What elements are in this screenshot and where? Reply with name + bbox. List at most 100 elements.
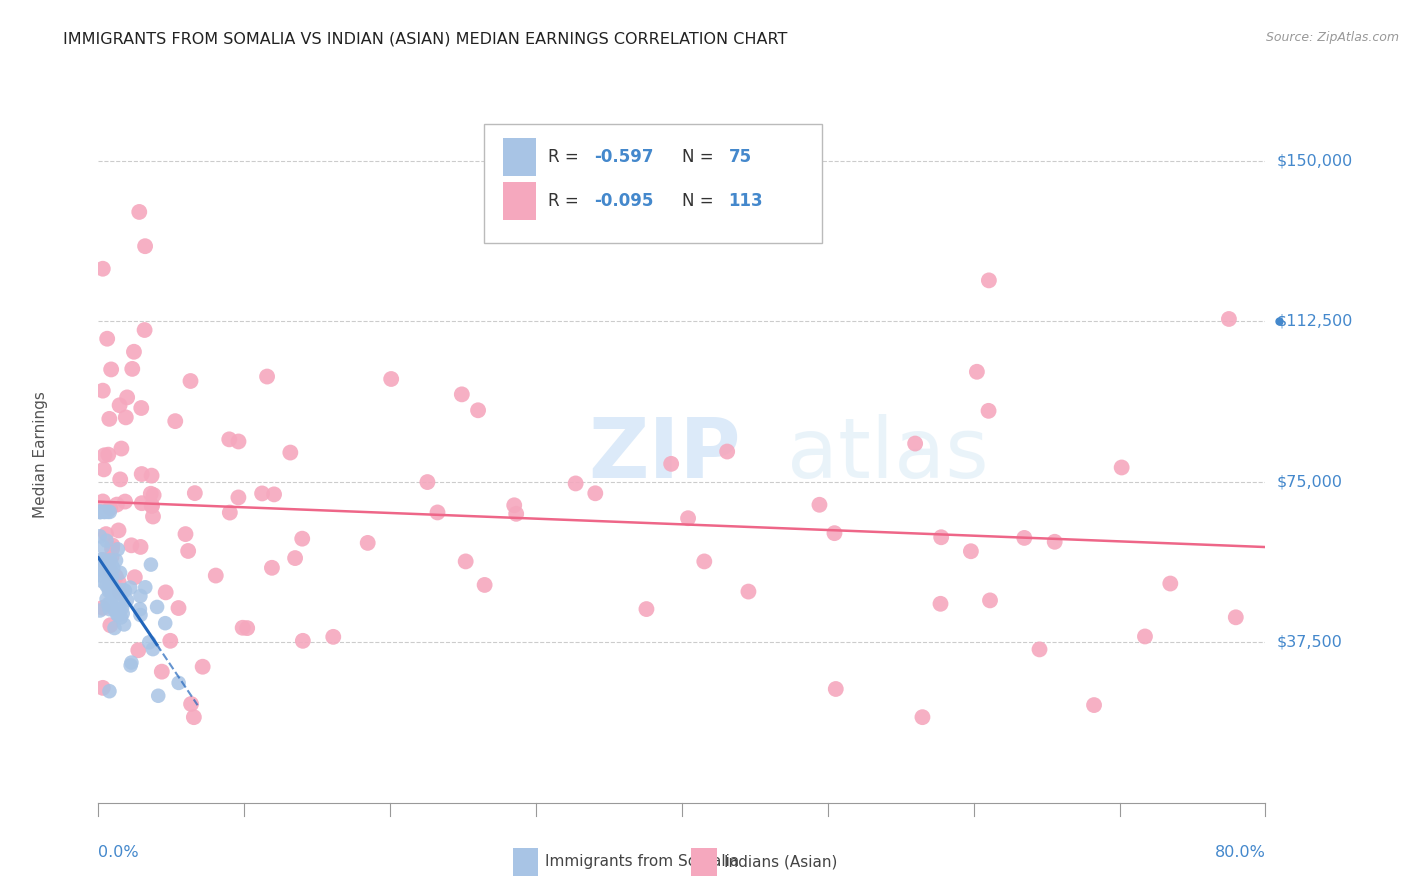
Point	[179, 374, 201, 388]
Point	[101, 570, 124, 584]
Point	[94, 527, 117, 541]
Bar	[503, 182, 536, 220]
Point	[91, 574, 114, 589]
Point	[134, 580, 156, 594]
Point	[716, 444, 738, 458]
Point	[89, 568, 111, 582]
Point	[183, 710, 205, 724]
Point	[100, 557, 122, 571]
Point	[977, 273, 1000, 287]
Point	[129, 589, 152, 603]
Text: $75,000: $75,000	[1277, 475, 1343, 489]
Text: Median Earnings: Median Earnings	[32, 392, 48, 518]
Bar	[503, 138, 536, 177]
Point	[91, 600, 114, 615]
Point	[191, 659, 214, 673]
Text: 75: 75	[728, 148, 752, 166]
Point	[122, 344, 145, 359]
Point	[124, 570, 146, 584]
Point	[1111, 460, 1133, 475]
Point	[676, 511, 699, 525]
Point	[218, 433, 240, 447]
Point	[107, 542, 129, 557]
Point	[583, 486, 606, 500]
Point	[139, 558, 162, 572]
Point	[134, 239, 156, 253]
Point	[322, 630, 344, 644]
Point	[218, 506, 240, 520]
Point	[204, 568, 226, 582]
Point	[121, 362, 143, 376]
Text: R =: R =	[548, 192, 583, 210]
Point	[659, 457, 682, 471]
Point	[93, 563, 115, 577]
Point	[114, 494, 136, 508]
Point	[167, 601, 190, 615]
Point	[260, 561, 283, 575]
Point	[134, 323, 156, 337]
Point	[98, 618, 121, 632]
Point	[904, 436, 927, 450]
Point	[98, 684, 121, 698]
Point	[120, 656, 142, 670]
Point	[98, 575, 121, 590]
Text: -0.095: -0.095	[595, 192, 654, 210]
Point	[91, 553, 114, 567]
Point	[90, 505, 112, 519]
Point	[120, 538, 142, 552]
Text: R =: R =	[548, 148, 583, 166]
Point	[89, 505, 111, 519]
Point	[228, 491, 250, 505]
Point	[1014, 531, 1036, 545]
Point	[91, 564, 114, 578]
Point	[107, 524, 129, 538]
Point	[114, 410, 136, 425]
Text: 0.0%: 0.0%	[98, 845, 139, 860]
Point	[1225, 610, 1247, 624]
Point	[228, 434, 250, 449]
Point	[89, 505, 111, 519]
Point	[100, 585, 122, 599]
Point	[91, 261, 114, 276]
Point	[100, 596, 122, 610]
Point	[450, 387, 472, 401]
Point	[93, 562, 115, 576]
Point	[291, 532, 314, 546]
Text: 80.0%: 80.0%	[1215, 845, 1265, 860]
Point	[966, 365, 988, 379]
Point	[150, 665, 173, 679]
Point	[100, 362, 122, 376]
Point	[142, 488, 165, 502]
Point	[94, 505, 117, 519]
Point	[110, 592, 132, 607]
Point	[97, 559, 120, 574]
Point	[256, 369, 278, 384]
Point	[236, 621, 259, 635]
Point	[505, 507, 527, 521]
Point	[929, 530, 952, 544]
Text: ZIP: ZIP	[589, 415, 741, 495]
Point	[357, 536, 380, 550]
Point	[98, 553, 121, 567]
Point	[1133, 630, 1156, 644]
Point	[128, 602, 150, 616]
Point	[94, 558, 117, 572]
Text: IMMIGRANTS FROM SOMALIA VS INDIAN (ASIAN) MEDIAN EARNINGS CORRELATION CHART: IMMIGRANTS FROM SOMALIA VS INDIAN (ASIAN…	[63, 31, 787, 46]
Point	[1083, 698, 1105, 712]
FancyBboxPatch shape	[484, 124, 823, 243]
Point	[101, 538, 124, 552]
Point	[960, 544, 983, 558]
Point	[112, 617, 135, 632]
Point	[824, 681, 846, 696]
Text: Immigrants from Somalia: Immigrants from Somalia	[546, 855, 740, 870]
Point	[142, 642, 165, 657]
Point	[108, 566, 131, 580]
Bar	[513, 848, 538, 876]
Text: $37,500: $37,500	[1277, 635, 1343, 649]
Point	[108, 602, 131, 616]
Point	[105, 607, 128, 622]
Point	[91, 553, 114, 567]
Point	[110, 442, 132, 456]
Text: atlas: atlas	[787, 415, 988, 495]
Point	[91, 681, 114, 695]
